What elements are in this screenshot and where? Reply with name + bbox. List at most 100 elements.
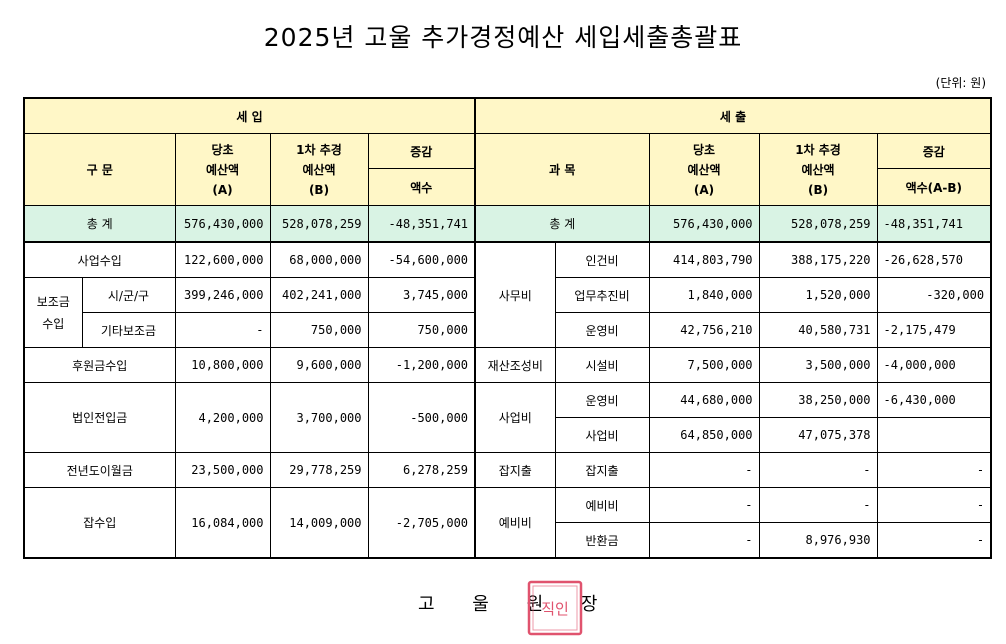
table-row: 잡수입 16,084,000 14,009,000 -2,705,000 예비비…: [23, 487, 992, 559]
table-row: 반환금 - 8,976,930 -: [24, 522, 992, 559]
exp-diff: -: [876, 487, 992, 523]
exp-label: 잡지출: [554, 452, 650, 488]
exp-orig: 414,803,790: [648, 241, 760, 278]
budget-summary-table: 세 입 세 출 구 문 당초 예산액 (A) 1차 추경 예산액 (B) 증감 …: [23, 97, 993, 559]
gwamok-header: 과 목: [474, 133, 650, 206]
total-exp-orig: 576,430,000: [648, 205, 760, 243]
table-row: 사업비 64,850,000 47,075,378: [24, 417, 992, 453]
rev-orig: 16,084,000: [174, 487, 271, 559]
exp-orig-header-l3: (A): [693, 182, 715, 197]
exp-orig-header-l2: 예산액: [687, 162, 721, 177]
rev-orig-header-l3: (A): [212, 182, 233, 197]
rev-diff: 3,745,000: [367, 277, 476, 313]
exp-diff: -6,430,000: [876, 382, 992, 418]
rev-label: 전년도이월금: [23, 452, 176, 488]
rev-supp: 750,000: [269, 312, 369, 348]
exp-supp-header: 1차 추경 예산액 (B): [758, 133, 878, 206]
header-row-sections: 세 입 세 출: [23, 97, 992, 134]
exp-orig: 1,840,000: [648, 277, 760, 313]
exp-diff: [876, 417, 992, 453]
rev-orig: 10,800,000: [174, 347, 271, 383]
rev-orig-header-l1: 당초: [211, 142, 234, 157]
exp-supp: -: [758, 487, 878, 523]
rev-orig: -: [174, 312, 271, 348]
rev-diff: -500,000: [367, 382, 476, 453]
rev-supp-header-l2: 예산액: [302, 162, 336, 177]
exp-supp-header-l1: 1차 추경: [795, 142, 841, 157]
revenue-section-header: 세 입: [23, 97, 476, 134]
rev-diff: 6,278,259: [367, 452, 476, 488]
exp-orig: -: [648, 452, 760, 488]
rev-supp-header-l3: (B): [308, 182, 330, 197]
exp-group-samu: 사무비: [474, 241, 556, 348]
table-row: 법인전입금 4,200,000 3,700,000 -500,000 사업비 운…: [23, 382, 992, 453]
rev-orig: 4,200,000: [174, 382, 271, 453]
exp-supp: 47,075,378: [758, 417, 878, 453]
rev-label: 시/군/구: [81, 277, 176, 313]
rev-supp: 14,009,000: [269, 487, 369, 559]
exp-diff: -4,000,000: [876, 347, 992, 383]
total-rev-orig: 576,430,000: [174, 205, 271, 243]
seal-text: 직인: [541, 600, 569, 618]
total-rev-supp: 528,078,259: [269, 205, 369, 243]
exp-diff: -: [876, 522, 992, 559]
rev-orig-header-l2: 예산액: [205, 162, 240, 177]
exp-diff-amount-header: 액수(A-B): [876, 168, 992, 206]
rev-label: 사업수입: [23, 241, 176, 278]
rev-group-subsidy-l2: 수입: [42, 316, 65, 331]
rev-orig-header: 당초 예산액 (A): [174, 133, 271, 206]
total-exp-supp: 528,078,259: [758, 205, 878, 243]
exp-group-jaesan: 재산조성비: [474, 347, 556, 383]
exp-label: 반환금: [554, 522, 650, 559]
rev-supp: 29,778,259: [269, 452, 369, 488]
table-row: 보조금 수입 시/군/구 399,246,000 402,241,000 3,7…: [23, 277, 992, 348]
exp-supp: -: [758, 452, 878, 488]
expenditure-section-header: 세 출: [474, 97, 992, 134]
exp-group-japji: 잡지출: [474, 452, 556, 488]
rev-orig: 122,600,000: [174, 241, 271, 278]
total-label-revenue: 총 계: [23, 205, 176, 243]
exp-diff: -320,000: [876, 277, 992, 313]
exp-diff: -2,175,479: [876, 312, 992, 348]
rev-group-subsidy-l1: 보조금: [36, 294, 70, 309]
rev-diff: 750,000: [367, 312, 476, 348]
total-label-expenditure: 총 계: [474, 205, 650, 243]
exp-group-yebi: 예비비: [474, 487, 556, 559]
exp-supp: 3,500,000: [758, 347, 878, 383]
rev-orig: 23,500,000: [174, 452, 271, 488]
exp-orig: 44,680,000: [648, 382, 760, 418]
exp-supp-header-l2: 예산액: [801, 162, 835, 177]
exp-orig: 7,500,000: [648, 347, 760, 383]
exp-label: 사업비: [554, 417, 650, 453]
rev-label: 잡수입: [23, 487, 176, 559]
exp-supp: 8,976,930: [758, 522, 878, 559]
signature-text: 고 울 원 장: [418, 594, 614, 615]
rev-label: 후원금수입: [23, 347, 176, 383]
rev-group-subsidy: 보조금 수입: [23, 277, 83, 348]
exp-orig: 64,850,000: [648, 417, 760, 453]
rev-orig: 399,246,000: [174, 277, 271, 313]
exp-label: 인건비: [554, 241, 650, 278]
rev-supp: 9,600,000: [269, 347, 369, 383]
exp-diff: -: [876, 452, 992, 488]
exp-orig-header: 당초 예산액 (A): [648, 133, 760, 206]
gubun-header: 구 문: [23, 133, 176, 206]
rev-supp: 3,700,000: [269, 382, 369, 453]
rev-label: 기타보조금: [81, 312, 176, 348]
unit-label: (단위: 원): [935, 76, 986, 90]
exp-orig: -: [648, 522, 760, 559]
rev-diff: -1,200,000: [367, 347, 476, 383]
table-row: 전년도이월금 23,500,000 29,778,259 6,278,259 잡…: [23, 452, 992, 488]
exp-label: 예비비: [554, 487, 650, 523]
exp-supp: 1,520,000: [758, 277, 878, 313]
exp-diff: -26,628,570: [876, 241, 992, 278]
exp-label: 운영비: [554, 382, 650, 418]
rev-label: 법인전입금: [23, 382, 176, 453]
rev-supp-header-l1: 1차 추경: [296, 142, 342, 157]
exp-supp: 38,250,000: [758, 382, 878, 418]
official-seal-icon: 직인: [527, 580, 583, 636]
rev-supp: 402,241,000: [269, 277, 369, 313]
exp-supp: 40,580,731: [758, 312, 878, 348]
header-row-columns-2: 액수 액수(A-B): [24, 168, 992, 206]
exp-label: 업무추진비: [554, 277, 650, 313]
